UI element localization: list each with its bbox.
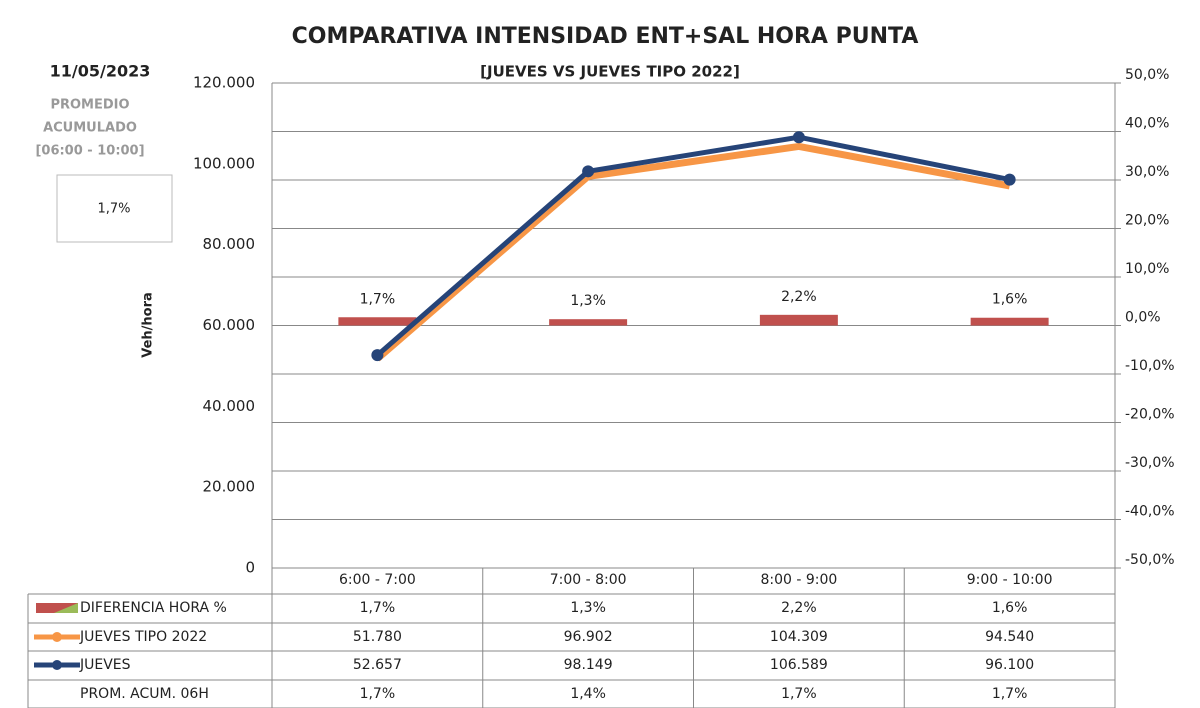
- table-cell: 94.540: [985, 629, 1034, 645]
- bar: [338, 317, 417, 326]
- y-tick-label: 120.000: [193, 74, 255, 92]
- x-tick-label: 9:00 - 10:00: [967, 572, 1053, 588]
- data-label: 1,7%: [360, 291, 396, 307]
- data-label: 1,3%: [570, 293, 606, 309]
- y2-tick-label: 20,0%: [1125, 213, 1169, 229]
- table-cell: 51.780: [353, 629, 402, 645]
- box-value: 1,7%: [97, 202, 130, 217]
- line: [375, 142, 1011, 362]
- legend-label: PROM. ACUM. 06H: [80, 686, 209, 702]
- value-box: [56, 174, 173, 243]
- y2-tick-label: -40,0%: [1125, 504, 1175, 520]
- table-cell: 1,7%: [992, 686, 1028, 702]
- table-cell: 1,3%: [570, 600, 606, 616]
- y2-tick-label: 10,0%: [1125, 261, 1169, 277]
- marker: [792, 131, 805, 144]
- x-tick-label: 7:00 - 8:00: [550, 572, 627, 588]
- data-label: 1,6%: [992, 292, 1028, 308]
- table-cell: 106.589: [770, 657, 828, 673]
- table-cell: 96.902: [564, 629, 613, 645]
- marker: [582, 165, 595, 178]
- bar: [759, 314, 838, 326]
- bar: [970, 317, 1049, 326]
- y2-tick-label: 40,0%: [1125, 116, 1169, 132]
- y2-tick-label: -50,0%: [1125, 552, 1175, 568]
- bar: [549, 319, 628, 326]
- y-tick-label: 60.000: [203, 316, 256, 334]
- y-tick-label: 100.000: [193, 154, 255, 172]
- y2-tick-label: 30,0%: [1125, 164, 1169, 180]
- legend-label: JUEVES TIPO 2022: [79, 629, 207, 645]
- legend-key: [52, 632, 62, 642]
- table-cell: 98.149: [564, 657, 613, 673]
- y-axis-label: Veh/hora: [141, 292, 156, 358]
- legend-key: [36, 603, 78, 613]
- line: [375, 134, 1011, 358]
- legend-key: [54, 603, 78, 613]
- table-cell: 104.309: [770, 629, 828, 645]
- table-cell: 2,2%: [781, 600, 817, 616]
- y-tick-label: 80.000: [203, 235, 256, 253]
- marker: [1003, 173, 1016, 186]
- legend-label: DIFERENCIA HORA %: [80, 600, 227, 616]
- y2-tick-label: 0,0%: [1125, 310, 1161, 326]
- x-tick-label: 6:00 - 7:00: [339, 572, 416, 588]
- chart-subtitle: [JUEVES VS JUEVES TIPO 2022]: [480, 63, 740, 81]
- table-cell: 1,7%: [360, 686, 396, 702]
- y-tick-label: 40.000: [203, 397, 256, 415]
- y2-tick-label: -20,0%: [1125, 407, 1175, 423]
- y2-tick-label: 50,0%: [1125, 67, 1169, 83]
- table-cell: 96.100: [985, 657, 1034, 673]
- y2-tick-label: -10,0%: [1125, 358, 1175, 374]
- legend-label: JUEVES: [79, 657, 131, 673]
- table-cell: 1,4%: [570, 686, 606, 702]
- note: PROMEDIO: [50, 98, 129, 113]
- legend-key: [52, 660, 62, 670]
- chart-title: COMPARATIVA INTENSIDAD ENT+SAL HORA PUNT…: [292, 24, 919, 49]
- table-cell: 1,7%: [781, 686, 817, 702]
- note: ACUMULADO: [43, 121, 137, 136]
- date: 11/05/2023: [50, 62, 151, 81]
- table-cell: 1,7%: [360, 600, 396, 616]
- y-tick-label: 20.000: [203, 478, 256, 496]
- x-tick-label: 8:00 - 9:00: [760, 572, 837, 588]
- table-cell: 1,6%: [992, 600, 1028, 616]
- data-label: 2,2%: [781, 289, 817, 305]
- marker: [371, 349, 384, 362]
- y2-tick-label: -30,0%: [1125, 455, 1175, 471]
- y-tick-label: 0: [245, 559, 255, 577]
- note: [06:00 - 10:00]: [35, 144, 144, 159]
- table-cell: 52.657: [353, 657, 402, 673]
